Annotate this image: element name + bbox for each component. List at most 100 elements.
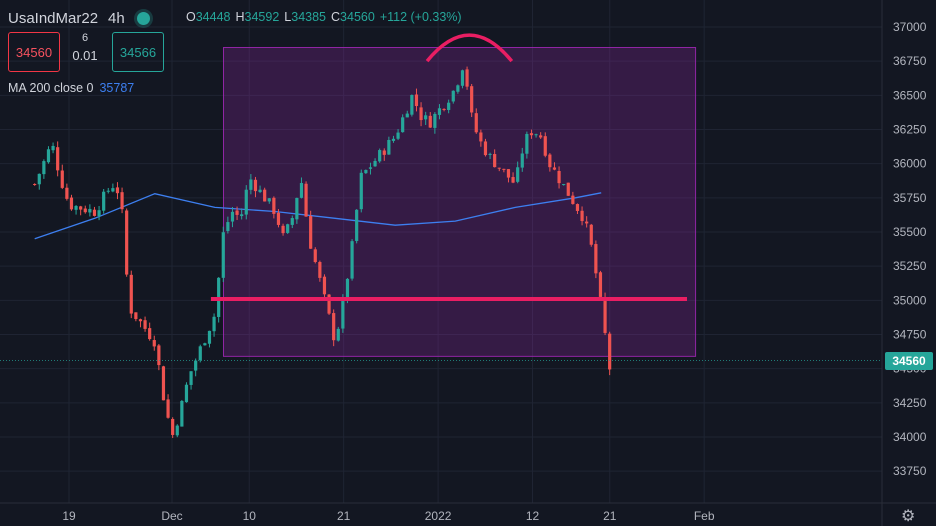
candle-body xyxy=(488,153,492,155)
market-status-icon xyxy=(136,11,150,25)
spread-top: 6 xyxy=(81,32,89,44)
price-tick-label: 35750 xyxy=(893,191,927,205)
candle-body xyxy=(230,211,235,222)
candle-body xyxy=(51,145,55,151)
candle-body xyxy=(194,360,198,371)
candle-body xyxy=(451,90,455,102)
candle-body xyxy=(474,113,478,133)
ma-indicator-legend[interactable]: MA 200 close 0 35787 xyxy=(8,81,134,95)
candle-body xyxy=(83,208,87,213)
candle-body xyxy=(318,262,322,278)
candle-body xyxy=(240,214,244,217)
candle-body xyxy=(419,107,423,121)
candle-body xyxy=(396,132,400,139)
ma-indicator-label: MA 200 close 0 xyxy=(8,81,94,95)
high-value: 34592 xyxy=(244,10,280,24)
price-tick-label: 34000 xyxy=(893,430,927,444)
candle-body xyxy=(359,172,363,210)
candle-body xyxy=(539,135,543,138)
symbol-header: UsaIndMar22 4h xyxy=(8,8,150,28)
high-key: H xyxy=(235,10,245,24)
timeframe-label[interactable]: 4h xyxy=(108,9,125,27)
candle-body xyxy=(295,197,299,220)
open-key: O xyxy=(186,10,196,24)
close-key: C xyxy=(331,10,341,24)
candle-body xyxy=(405,113,409,118)
candle-body xyxy=(543,136,547,156)
ma-200-line xyxy=(34,192,602,240)
spread-info: 6 0.01 xyxy=(64,32,106,63)
price-tick-label: 36000 xyxy=(893,157,927,171)
candle-body xyxy=(529,133,534,136)
candle-body xyxy=(74,205,78,210)
candle-body xyxy=(290,218,294,225)
price-tick-label: 36250 xyxy=(893,123,927,137)
candle-body xyxy=(42,161,46,175)
candle-body xyxy=(437,108,442,115)
candle-body xyxy=(460,70,465,86)
price-tick-label: 36500 xyxy=(893,88,927,102)
close-value: 34560 xyxy=(340,10,375,24)
candle-body xyxy=(391,138,396,141)
candle-body xyxy=(534,134,538,136)
time-tick-label: Dec xyxy=(161,509,182,523)
candle-body xyxy=(111,188,115,192)
candle-body xyxy=(341,298,345,329)
candle-body xyxy=(373,160,377,167)
candle-body xyxy=(364,169,368,174)
candle-body xyxy=(115,187,120,194)
candle-body xyxy=(447,102,451,110)
candle-body xyxy=(244,189,248,215)
candle-body xyxy=(424,115,428,120)
time-tick-label: 19 xyxy=(62,509,76,523)
candle-body xyxy=(166,399,170,418)
candle-body xyxy=(203,343,207,346)
candle-body xyxy=(497,167,501,169)
candle-body xyxy=(608,333,612,370)
highlight-zone xyxy=(223,47,697,357)
candle-body xyxy=(479,132,483,142)
settings-gear-icon[interactable]: ⚙ xyxy=(901,508,916,525)
candle-body xyxy=(562,184,566,186)
candle-body xyxy=(46,149,51,163)
sell-button[interactable]: 34560 xyxy=(8,32,60,72)
candle-body xyxy=(276,212,281,225)
candle-body xyxy=(313,249,317,262)
candle-body xyxy=(566,182,570,196)
candle-body xyxy=(603,297,607,333)
time-tick-label: 12 xyxy=(526,509,540,523)
low-value: 34385 xyxy=(291,10,327,24)
candle-body xyxy=(401,117,405,133)
symbol-name[interactable]: UsaIndMar22 xyxy=(8,9,99,27)
candle-body xyxy=(332,313,336,341)
candle-body xyxy=(428,115,432,128)
time-tick-label: 21 xyxy=(603,509,617,523)
candle-body xyxy=(79,206,83,210)
candle-body xyxy=(368,167,373,169)
candle-body xyxy=(152,340,156,347)
price-tick-label: 37000 xyxy=(893,20,927,34)
candle-body xyxy=(221,232,225,278)
candle-body xyxy=(442,108,446,110)
candle-body xyxy=(33,184,37,186)
buy-button[interactable]: 34566 xyxy=(112,32,164,72)
candle-body xyxy=(263,189,267,202)
candle-body xyxy=(37,173,41,185)
candle-body xyxy=(249,179,253,190)
candle-body xyxy=(309,215,313,249)
candle-body xyxy=(207,330,212,344)
candle-body xyxy=(336,328,340,341)
time-tick-label: 21 xyxy=(337,509,351,523)
candle-body xyxy=(198,346,202,361)
candle-body xyxy=(322,276,327,295)
candle-body xyxy=(378,150,382,162)
candle-body xyxy=(148,328,152,340)
candle-body xyxy=(465,69,469,87)
candle-body xyxy=(589,224,593,245)
price-tick-label: 33750 xyxy=(893,464,927,478)
candle-body xyxy=(456,85,460,92)
candle-body xyxy=(525,133,529,154)
candle-body xyxy=(161,366,166,401)
candle-body xyxy=(552,167,557,170)
